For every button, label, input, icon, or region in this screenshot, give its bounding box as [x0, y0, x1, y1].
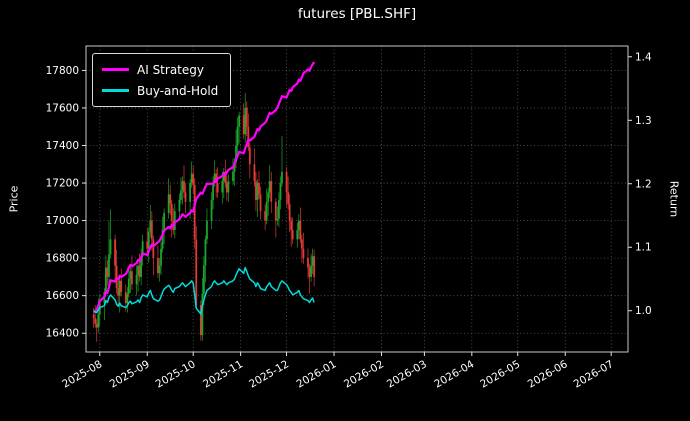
axes-spine — [85, 45, 629, 353]
series-line-ai-strategy — [92, 61, 316, 314]
price-tick-label: 17000 — [46, 215, 79, 227]
legend-label: AI Strategy — [137, 62, 204, 77]
x-tick-label: 2026-07 — [572, 358, 616, 390]
return-tick-label: 1.4 — [635, 51, 652, 63]
x-tick-label: 2026-06 — [526, 358, 570, 390]
x-tick-label: 2026-05 — [478, 358, 522, 390]
chart-title: futures [PBL.SHF] — [297, 6, 417, 22]
price-tick-label: 16800 — [46, 253, 79, 265]
price-tick-label: 17200 — [46, 178, 79, 190]
buy-and-hold-line-swatch — [102, 89, 129, 92]
x-tick-label: 2025-12 — [247, 358, 291, 390]
price-tick-label: 16400 — [46, 328, 79, 340]
x-tick-label: 2026-04 — [432, 358, 476, 390]
price-tick-label: 17800 — [46, 65, 79, 77]
x-tick-label: 2025-11 — [201, 358, 245, 390]
return-tick-label: 1.0 — [635, 305, 652, 317]
ai-strategy-line-swatch — [102, 68, 129, 71]
price-tick-label: 17400 — [46, 140, 79, 152]
series-line-buy-and-hold — [93, 266, 315, 315]
legend-item-buy-and-hold: Buy-and-Hold — [102, 80, 218, 101]
x-tick-label: 2026-02 — [342, 358, 386, 390]
legend-label: Buy-and-Hold — [137, 83, 219, 98]
x-tick-label: 2025-08 — [60, 358, 104, 390]
price-tick-label: 16600 — [46, 290, 79, 302]
x-tick-label: 2026-01 — [295, 358, 339, 390]
x-tick-label: 2026-03 — [385, 358, 429, 390]
x-tick-label: 2025-10 — [154, 358, 198, 390]
return-tick-label: 1.2 — [635, 178, 652, 190]
return-tick-label: 1.3 — [635, 115, 652, 127]
price-tick-label: 17600 — [46, 102, 79, 114]
x-tick-label: 2025-09 — [108, 358, 152, 390]
legend: AI Strategy Buy-and-Hold — [92, 53, 232, 107]
legend-item-ai-strategy: AI Strategy — [102, 59, 218, 80]
return-tick-label: 1.1 — [635, 242, 652, 254]
